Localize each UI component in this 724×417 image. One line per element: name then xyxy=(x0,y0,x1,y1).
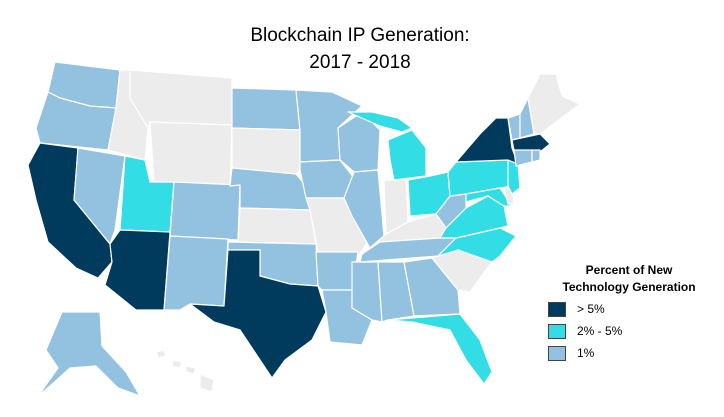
state-ri xyxy=(531,149,541,163)
state-nm xyxy=(163,235,229,311)
state-al xyxy=(377,261,415,323)
legend-title: Percent of New Technology Generation xyxy=(540,262,718,296)
state-mt xyxy=(129,69,233,129)
legend-swatch-low xyxy=(548,345,566,361)
legend-title-line1: Percent of New xyxy=(585,263,673,277)
map-title-line1: Blockchain IP Generation: xyxy=(250,25,470,46)
legend: Percent of New Technology Generation > 5… xyxy=(540,262,724,361)
state-ak xyxy=(37,311,141,397)
legend-swatch-mid xyxy=(548,323,566,339)
state-wy xyxy=(149,121,233,187)
map-title: Blockchain IP Generation: 2017 - 2018 xyxy=(180,22,540,76)
legend-title-line2: Technology Generation xyxy=(562,280,696,294)
state-ct xyxy=(513,149,533,167)
state-ma xyxy=(511,133,551,153)
state-hi-3 xyxy=(185,365,197,375)
legend-swatch-high xyxy=(548,301,566,317)
legend-label-high: > 5% xyxy=(577,302,605,316)
state-hi-1 xyxy=(155,349,167,359)
state-nd xyxy=(231,87,301,131)
state-nv xyxy=(73,147,126,245)
state-mi xyxy=(347,111,427,181)
legend-item-low: 1% xyxy=(548,344,594,362)
state-hi-4 xyxy=(199,373,215,393)
state-co xyxy=(169,181,241,241)
state-ms xyxy=(351,261,383,323)
state-fl xyxy=(387,313,493,385)
state-ny xyxy=(455,117,519,165)
legend-item-mid: 2% - 5% xyxy=(548,322,622,340)
state-me xyxy=(527,73,581,135)
legend-label-low: 1% xyxy=(577,346,595,360)
state-ks xyxy=(237,207,317,245)
state-sd xyxy=(231,127,301,175)
state-ne xyxy=(229,167,311,211)
state-hi-2 xyxy=(171,359,183,369)
state-tx xyxy=(189,249,327,379)
state-ga xyxy=(403,257,461,317)
legend-label-mid: 2% - 5% xyxy=(577,324,623,338)
state-az xyxy=(104,229,171,311)
state-md xyxy=(465,187,513,207)
legend-item-high: > 5% xyxy=(548,300,605,318)
map-title-line2: 2017 - 2018 xyxy=(309,52,411,73)
